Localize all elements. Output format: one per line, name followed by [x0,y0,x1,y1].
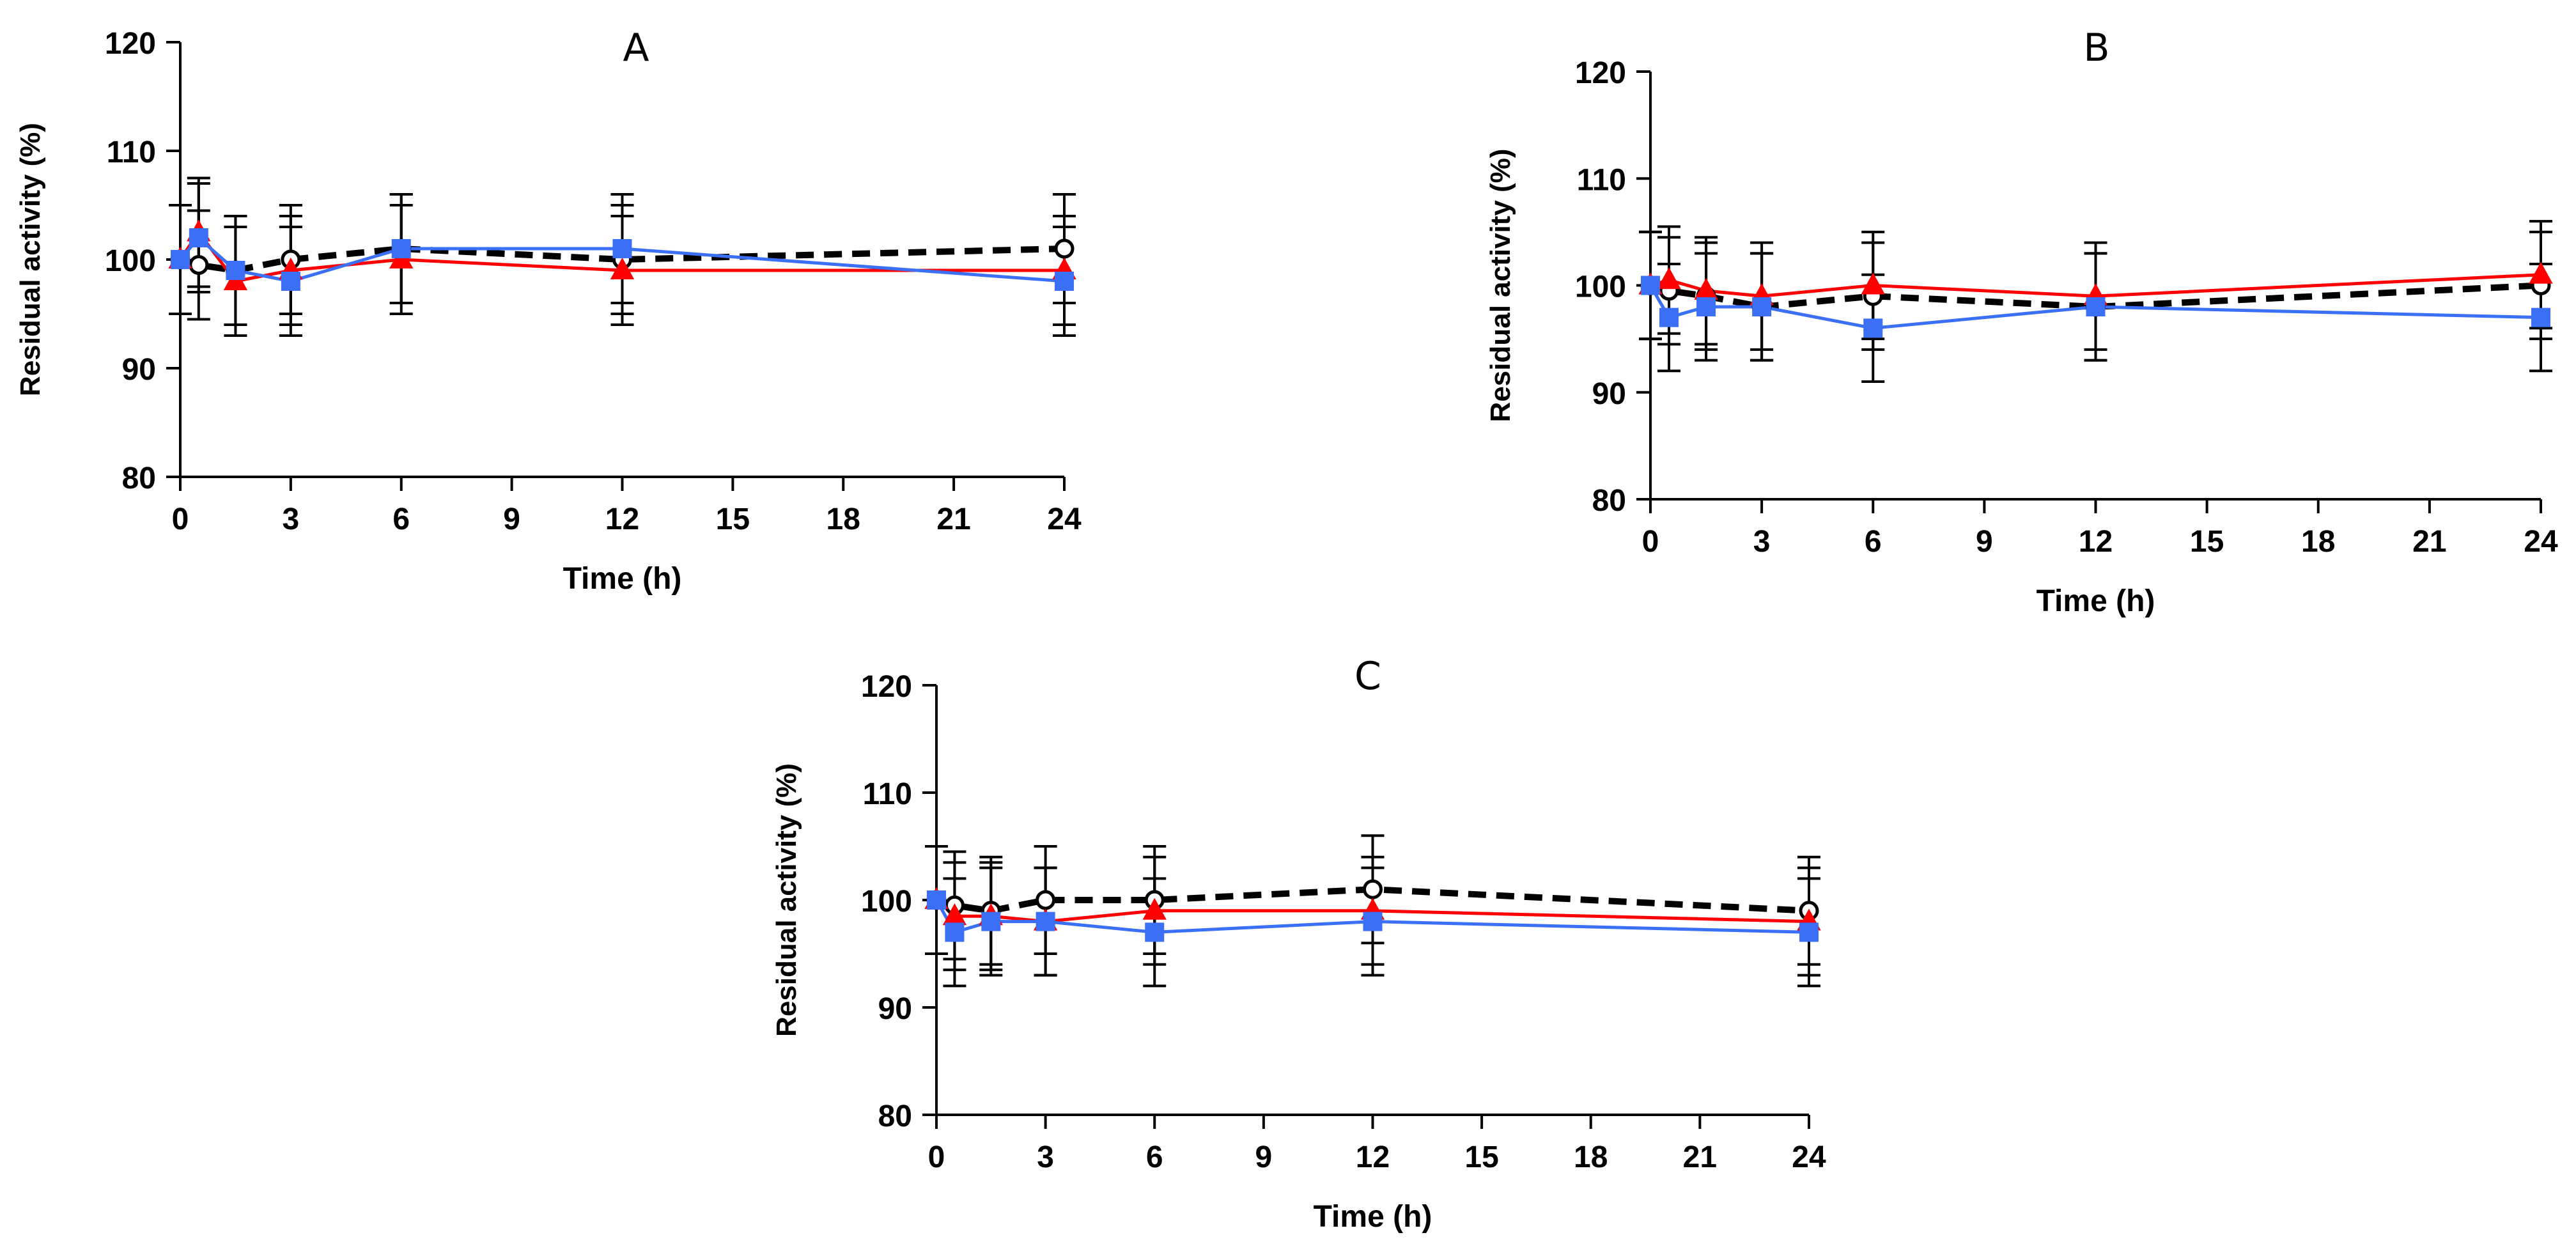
y-tick-label: 110 [1577,163,1626,197]
data-point-blue [1363,912,1383,931]
x-tick-label: 18 [1574,1140,1608,1174]
data-point-blue [1659,307,1679,327]
y-tick-label: 90 [1592,377,1626,411]
data-point-blue [945,922,965,942]
x-tick-label: 15 [716,502,750,536]
x-tick-label: 18 [826,502,860,536]
data-point-red [2529,261,2553,284]
x-tick-label: 15 [2190,525,2224,559]
x-tick-label: 9 [1976,525,1993,559]
x-tick-label: 12 [2079,525,2113,559]
data-point-control [1363,879,1383,899]
x-tick-label: 0 [928,1140,945,1174]
data-point-blue [1863,318,1883,338]
y-tick-label: 100 [105,244,156,278]
x-tick-label: 3 [283,502,300,536]
x-tick-label: 6 [1865,525,1882,559]
x-tick-label: 12 [1356,1140,1390,1174]
x-tick-label: 21 [1683,1140,1717,1174]
data-point-blue [612,239,632,258]
y-tick-label: 110 [863,777,912,811]
x-tick-label: 9 [1255,1140,1273,1174]
panel-title: B [2083,26,2109,70]
data-point-blue [391,239,411,258]
data-point-red [1657,267,1681,290]
data-point-blue [281,272,300,291]
y-tick-label: 120 [105,27,156,61]
data-point-control [1036,890,1056,910]
x-tick-label: 24 [1792,1140,1826,1174]
x-tick-label: 0 [1642,525,1659,559]
x-tick-label: 18 [2301,525,2335,559]
data-point-blue [1799,922,1819,942]
data-point-blue [1752,297,1772,316]
data-point-control [1054,238,1075,259]
x-tick-label: 24 [2524,525,2558,559]
x-tick-label: 9 [503,502,520,536]
x-tick-label: 24 [1047,502,1082,536]
data-point-blue [189,228,208,247]
data-point-blue [171,250,190,269]
data-point-blue [1641,276,1660,295]
data-point-blue [1055,272,1074,291]
data-point-blue [981,912,1001,931]
x-tick-label: 6 [1146,1140,1163,1174]
y-tick-label: 120 [861,670,912,704]
y-tick-label: 110 [107,136,156,169]
data-point-blue [226,261,245,280]
y-tick-label: 100 [861,885,912,919]
y-axis-title: Residual activity (%) [15,123,46,396]
data-point-blue [1696,297,1716,316]
y-tick-label: 100 [1575,270,1626,304]
chart-panel-c: C 80 90 100 110 120 0 3 6 9 12 15 18 21 24 Time (h) Resi… [771,654,1826,1234]
data-point-red [1142,897,1167,920]
y-tick-label: 80 [122,462,156,495]
x-tick-label: 0 [172,502,189,536]
data-point-blue [2086,297,2106,316]
data-point-blue [2531,307,2550,327]
x-tick-label: 3 [1037,1140,1054,1174]
y-tick-label: 80 [1592,484,1626,518]
x-tick-label: 21 [2412,525,2446,559]
chart-panel-a: A 80 90 100 110 120 0 3 6 9 12 15 18 21 24 Time (h) Resi… [15,26,1082,596]
chart-panel-b: B 80 90 100 110 120 0 3 6 9 12 15 18 21 24 Time (h) Resi… [1485,26,2558,618]
y-tick-label: 90 [878,992,912,1026]
data-point-blue [1145,922,1165,942]
data-point-red [610,257,635,279]
x-tick-label: 12 [605,502,639,536]
data-point-blue [1036,912,1055,931]
y-tick-label: 120 [1575,56,1626,90]
y-tick-label: 80 [878,1099,912,1133]
panel-title: C [1354,654,1381,699]
panel-title: A [623,26,649,70]
x-tick-label: 3 [1753,525,1771,559]
data-point-blue [927,890,946,910]
x-axis-title: Time (h) [1314,1200,1432,1234]
x-axis-title: Time (h) [563,562,682,596]
data-point-control [189,255,209,275]
y-axis-title: Residual activity (%) [771,763,802,1037]
x-tick-label: 21 [936,502,970,536]
x-tick-label: 15 [1464,1140,1498,1174]
x-tick-label: 6 [392,502,410,536]
x-axis-title: Time (h) [2037,584,2155,618]
y-tick-label: 90 [122,353,156,387]
y-axis-title: Residual activity (%) [1485,149,1516,423]
data-point-red [1861,272,1885,295]
